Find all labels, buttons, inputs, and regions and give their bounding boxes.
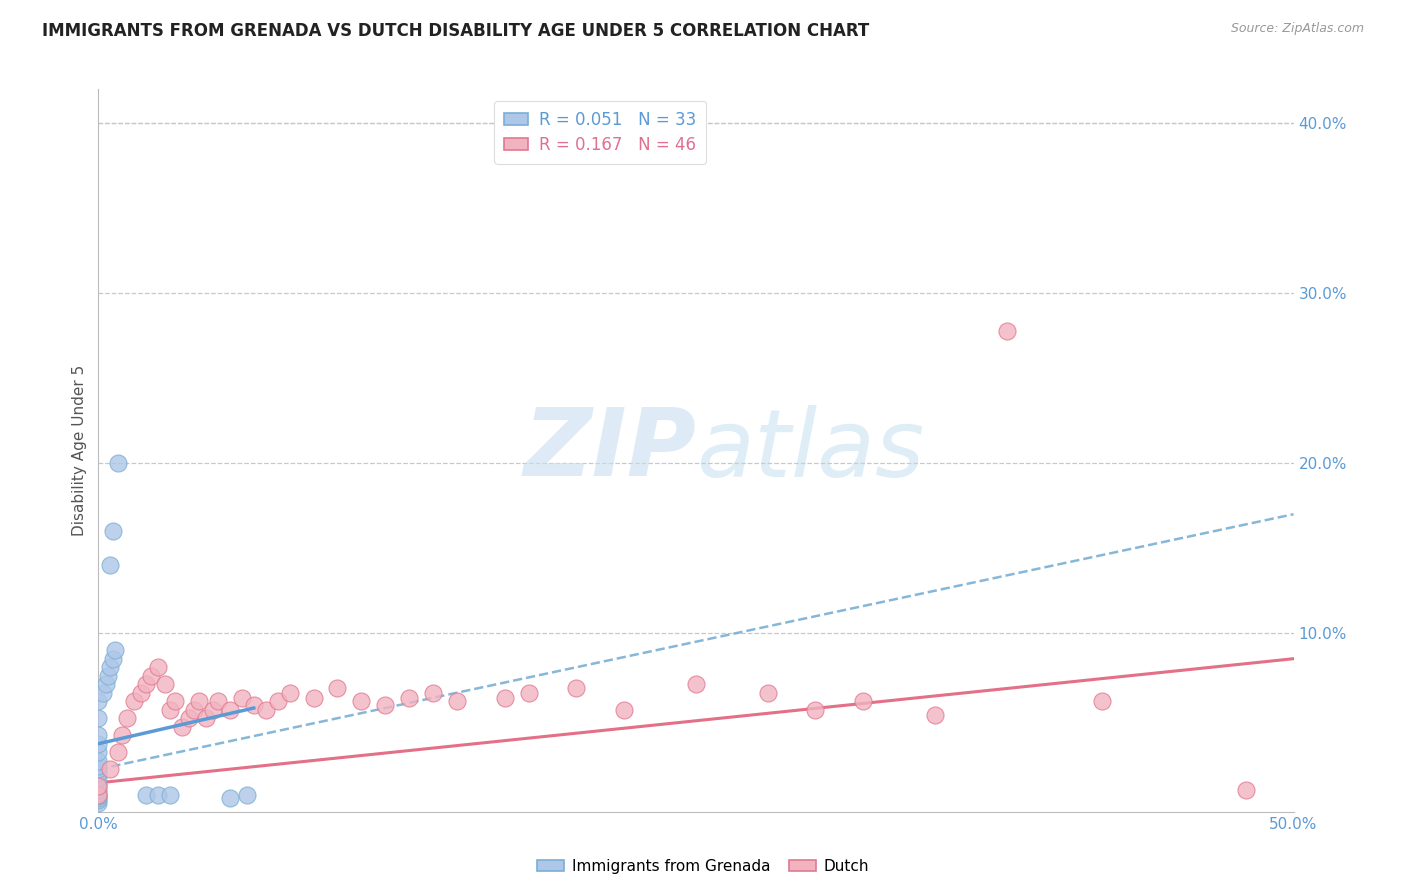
Legend: Immigrants from Grenada, Dutch: Immigrants from Grenada, Dutch bbox=[530, 853, 876, 880]
Point bbox=[494, 690, 516, 705]
Point bbox=[207, 694, 229, 708]
Point bbox=[1234, 782, 1257, 797]
Point bbox=[139, 669, 162, 683]
Point bbox=[302, 690, 325, 705]
Point bbox=[243, 698, 266, 712]
Point bbox=[685, 677, 707, 691]
Point bbox=[87, 788, 110, 802]
Point bbox=[995, 324, 1018, 338]
Point bbox=[87, 779, 110, 793]
Point bbox=[163, 694, 186, 708]
Point bbox=[87, 737, 110, 751]
Point bbox=[87, 788, 110, 802]
Text: Source: ZipAtlas.com: Source: ZipAtlas.com bbox=[1230, 22, 1364, 36]
Point bbox=[87, 728, 110, 742]
Point bbox=[98, 660, 122, 674]
Point bbox=[446, 694, 468, 708]
Point bbox=[517, 686, 540, 700]
Point bbox=[187, 694, 209, 708]
Point bbox=[422, 686, 444, 700]
Point bbox=[326, 681, 349, 695]
Point bbox=[87, 754, 110, 768]
Point bbox=[159, 788, 181, 802]
Point bbox=[159, 703, 181, 717]
Point bbox=[374, 698, 396, 712]
Point bbox=[756, 686, 779, 700]
Point bbox=[87, 789, 110, 804]
Point bbox=[565, 681, 588, 695]
Point bbox=[87, 762, 110, 776]
Text: atlas: atlas bbox=[696, 405, 924, 496]
Point bbox=[87, 786, 110, 800]
Point bbox=[278, 686, 301, 700]
Point bbox=[804, 703, 827, 717]
Point bbox=[87, 779, 110, 793]
Point bbox=[87, 793, 110, 807]
Point bbox=[87, 765, 110, 780]
Point bbox=[94, 677, 117, 691]
Point bbox=[107, 456, 129, 470]
Point bbox=[183, 703, 205, 717]
Point bbox=[87, 796, 110, 810]
Point bbox=[179, 711, 201, 725]
Point bbox=[135, 788, 157, 802]
Point bbox=[87, 711, 110, 725]
Point bbox=[115, 711, 138, 725]
Point bbox=[1091, 694, 1114, 708]
Point bbox=[148, 788, 170, 802]
Legend: R = 0.051   N = 33, R = 0.167   N = 46: R = 0.051 N = 33, R = 0.167 N = 46 bbox=[495, 101, 706, 164]
Point bbox=[98, 762, 122, 776]
Point bbox=[219, 791, 242, 805]
Text: IMMIGRANTS FROM GRENADA VS DUTCH DISABILITY AGE UNDER 5 CORRELATION CHART: IMMIGRANTS FROM GRENADA VS DUTCH DISABIL… bbox=[42, 22, 869, 40]
Point bbox=[87, 776, 110, 790]
Point bbox=[852, 694, 875, 708]
Point bbox=[87, 771, 110, 785]
Point bbox=[87, 694, 110, 708]
Point bbox=[235, 788, 257, 802]
Point bbox=[131, 686, 153, 700]
Point bbox=[87, 791, 110, 805]
Point bbox=[87, 759, 110, 773]
Point bbox=[219, 703, 242, 717]
Point bbox=[350, 694, 373, 708]
Point bbox=[172, 720, 194, 734]
Point bbox=[135, 677, 157, 691]
Point bbox=[104, 643, 127, 657]
Point bbox=[195, 711, 218, 725]
Point bbox=[87, 782, 110, 797]
Point bbox=[87, 745, 110, 759]
Point bbox=[267, 694, 290, 708]
Point bbox=[111, 728, 134, 742]
Point bbox=[101, 651, 124, 665]
Point bbox=[107, 745, 129, 759]
Point bbox=[231, 690, 253, 705]
Point bbox=[398, 690, 420, 705]
Point bbox=[124, 694, 146, 708]
Point bbox=[148, 660, 170, 674]
Point bbox=[924, 707, 946, 722]
Y-axis label: Disability Age Under 5: Disability Age Under 5 bbox=[72, 365, 87, 536]
Point bbox=[91, 686, 114, 700]
Point bbox=[613, 703, 636, 717]
Point bbox=[101, 524, 124, 539]
Text: ZIP: ZIP bbox=[523, 404, 696, 497]
Point bbox=[98, 558, 122, 573]
Point bbox=[155, 677, 177, 691]
Point bbox=[97, 669, 120, 683]
Point bbox=[254, 703, 277, 717]
Point bbox=[202, 703, 225, 717]
